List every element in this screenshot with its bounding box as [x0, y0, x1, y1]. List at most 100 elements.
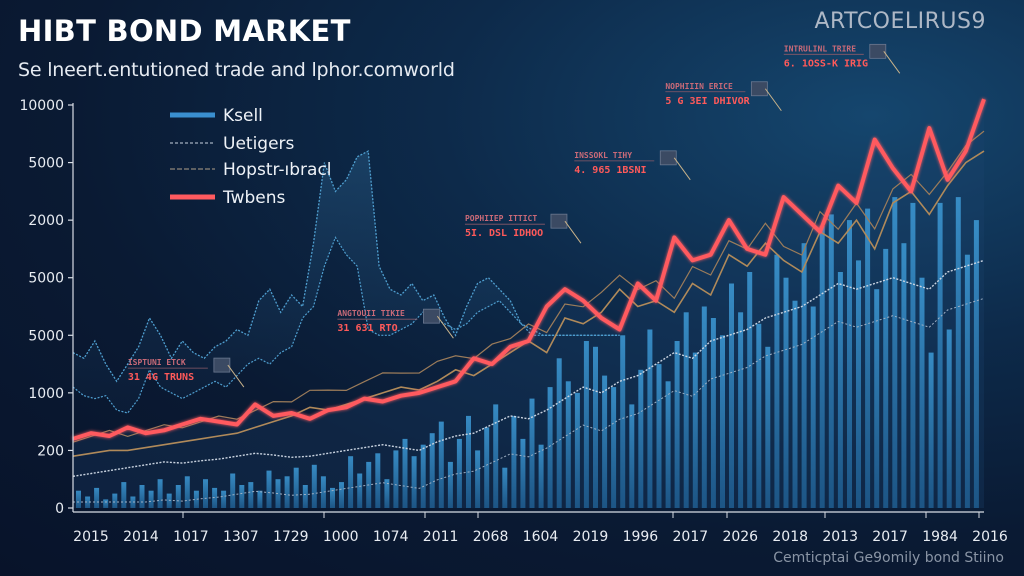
annotation-leader: [883, 51, 901, 74]
bar: [765, 346, 771, 508]
bar: [919, 277, 925, 508]
bar: [937, 202, 943, 508]
bar-layer: [76, 197, 979, 508]
annotation-title: INSSOKL TIHY: [574, 151, 632, 160]
annotation-value: 6. 1OSS-K IRIG: [784, 58, 868, 69]
bar: [955, 197, 961, 508]
annotation-marker: [869, 43, 887, 59]
y-tick-label: 1000: [28, 386, 64, 402]
bar: [865, 208, 871, 508]
bar: [438, 421, 444, 508]
x-tick-label: 2016: [972, 529, 1008, 545]
bar: [230, 473, 236, 508]
bar: [257, 490, 263, 508]
bar: [602, 375, 608, 508]
bar: [112, 493, 118, 508]
annotation-value: 31 631 RTO: [337, 323, 397, 334]
bar: [284, 476, 290, 508]
bar: [738, 312, 744, 508]
bar: [529, 398, 535, 508]
bar: [756, 323, 762, 508]
legend-label-uetigers: Uetigers: [223, 134, 295, 154]
annotation-callout: ISPTUNI ETCK 31 4G TRUNS: [127, 357, 245, 388]
legend-label-ksell: Ksell: [223, 106, 263, 126]
annotation-callout: INTRULINL TRIRE 6. 1OSS-K IRIG: [783, 43, 901, 74]
annotation-marker: [659, 150, 677, 166]
page-subtitle: Se lneert.entutioned trade and lphor.com…: [18, 59, 455, 81]
annotation-marker: [550, 213, 568, 229]
bar: [874, 289, 880, 508]
x-tick-label: 1984: [922, 529, 958, 545]
bar: [783, 277, 789, 508]
y-tick-label: 10000: [19, 98, 64, 114]
series-line-twbens: [72, 98, 986, 441]
annotation-value: 5I. DSL IDHOO: [465, 228, 543, 239]
bar: [429, 433, 435, 508]
bar: [837, 272, 843, 508]
bar: [85, 496, 91, 508]
bar: [402, 438, 408, 508]
x-tick-label: 1074: [373, 529, 409, 545]
annotation-title: NOPHIIIN ERICE: [665, 82, 733, 91]
bar: [348, 456, 354, 508]
annotation-callout: INSSOKL TIHY 4. 965 1BSNI: [574, 150, 691, 181]
bar: [466, 415, 471, 508]
bar: [475, 450, 481, 508]
bar: [339, 482, 344, 508]
annotation-callout: NOPHIIIN ERICE 5 G 3EI DHIVOR: [665, 81, 782, 112]
annotation-value: 4. 965 1BSNI: [574, 165, 646, 176]
bar: [293, 467, 299, 508]
bar: [221, 490, 227, 508]
bar: [611, 387, 617, 508]
bar: [121, 482, 127, 508]
bar: [320, 476, 326, 508]
bar: [357, 473, 363, 508]
bar: [148, 490, 154, 508]
bar: [973, 220, 979, 508]
bar: [203, 479, 208, 508]
bar: [520, 438, 526, 508]
annotation-leader: [436, 315, 454, 339]
bar: [692, 352, 698, 508]
x-tick-label: 1996: [623, 529, 659, 545]
bar: [157, 479, 163, 508]
bar: [384, 479, 390, 508]
annotation-layer: ISPTUNI ETCK 31 4G TRUNS ANGTOUII TIKIE 31 …: [127, 43, 901, 388]
bar: [583, 341, 589, 508]
annotation-title: INTRULINL TRIRE: [784, 44, 856, 53]
bar: [511, 415, 517, 508]
legend-label-twbens: Twbens: [222, 188, 285, 208]
bar: [538, 444, 544, 508]
bar: [710, 318, 716, 508]
upper-band-line: [72, 150, 620, 383]
bar: [964, 254, 970, 508]
bar: [556, 358, 562, 508]
y-tick-label: 0: [55, 501, 64, 517]
x-tick-label: 1017: [173, 529, 209, 545]
bar: [484, 427, 490, 508]
bar: [683, 312, 689, 508]
bar: [175, 485, 181, 508]
bar: [447, 461, 453, 508]
x-tick-label: 1000: [323, 529, 359, 545]
y-tick-label: 2000: [28, 213, 64, 229]
bar: [266, 470, 272, 508]
bar: [856, 260, 861, 508]
bar: [629, 404, 635, 508]
bar: [720, 335, 725, 508]
bar: [910, 202, 916, 508]
axis-layer: [72, 103, 984, 513]
bar: [674, 341, 680, 508]
x-tick-label: 2026: [722, 529, 758, 545]
bar: [847, 220, 852, 508]
annotation-marker: [213, 357, 231, 373]
y-tick-label: 200: [37, 443, 64, 459]
legend-label-hopstr: Hopstr-ıbracl: [223, 160, 332, 180]
bar: [620, 335, 626, 508]
bar: [420, 444, 426, 508]
x-tick-label: 1729: [273, 529, 309, 545]
bar: [747, 272, 753, 508]
annotation-leader: [227, 364, 245, 388]
x-tick-label: 2019: [573, 529, 609, 545]
annotation-title: ANGTOUII TIKIE: [337, 309, 405, 318]
